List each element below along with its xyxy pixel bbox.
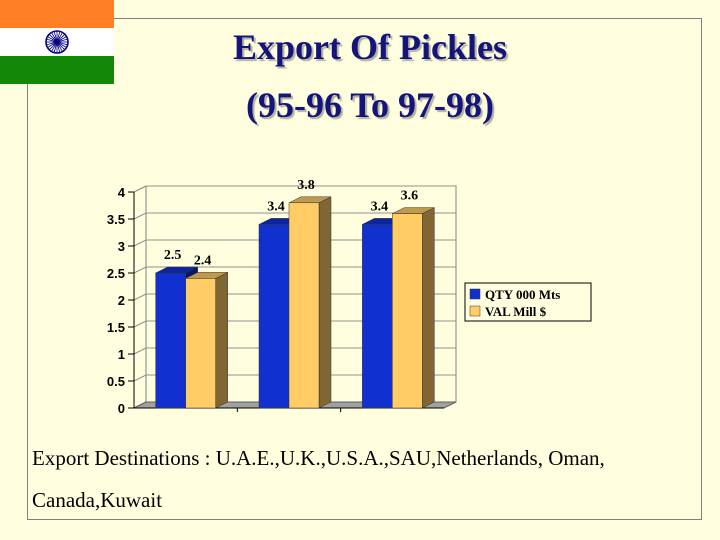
bar-1-2 [392, 207, 435, 409]
gridline [133, 266, 456, 274]
y-tick-label: 0.5 [107, 374, 125, 389]
export-destinations-line-2: Canada,Kuwait [32, 488, 163, 512]
bar-1-0 [185, 271, 228, 409]
data-label-1-2: 3.6 [401, 189, 419, 204]
y-tick-label: 1.5 [107, 320, 125, 335]
slide-frame [27, 18, 702, 520]
data-label-1-0: 2.4 [194, 253, 212, 268]
gridline [133, 239, 456, 247]
y-tick-label: 3 [118, 239, 125, 254]
gridline [133, 374, 456, 382]
legend-swatch-0 [469, 288, 481, 300]
flag-green-band [0, 56, 114, 84]
bar-1-1 [288, 196, 332, 409]
chakra-hub [55, 40, 59, 44]
gridline [133, 212, 456, 220]
y-tick-label: 3.5 [107, 212, 125, 227]
y-tick-label: 1 [118, 347, 125, 362]
legend-label-1: VAL Mill $ [485, 304, 547, 319]
data-label-0-0: 2.5 [164, 248, 182, 263]
chakra-rim [45, 30, 69, 54]
flag-saffron-band [0, 0, 114, 28]
y-tick-label: 4 [118, 185, 126, 200]
gridline [133, 293, 456, 301]
legend-box [464, 282, 592, 322]
legend-swatch-1 [469, 305, 481, 317]
slide-subtitle: (95-96 To 97-98) [245, 85, 494, 125]
indian-flag-icon [0, 0, 114, 84]
data-label-1-1: 3.8 [297, 178, 315, 193]
slide-title: Export Of Pickles [233, 27, 507, 67]
y-tick-label: 0 [118, 401, 125, 416]
data-label-0-2: 3.4 [371, 199, 389, 214]
chart-legend: QTY 000 Mts VAL Mill $ [464, 282, 592, 322]
gridline [133, 185, 456, 193]
y-tick-label: 2.5 [107, 266, 125, 281]
y-tick-label: 2 [118, 293, 125, 308]
gridline [133, 347, 456, 355]
gridline [133, 320, 456, 328]
export-destinations-line-1: Export Destinations : U.A.E.,U.K.,U.S.A.… [32, 446, 605, 470]
legend-label-0: QTY 000 Mts [485, 287, 560, 302]
ashoka-chakra-icon [45, 30, 69, 54]
data-label-0-1: 3.4 [267, 199, 285, 214]
